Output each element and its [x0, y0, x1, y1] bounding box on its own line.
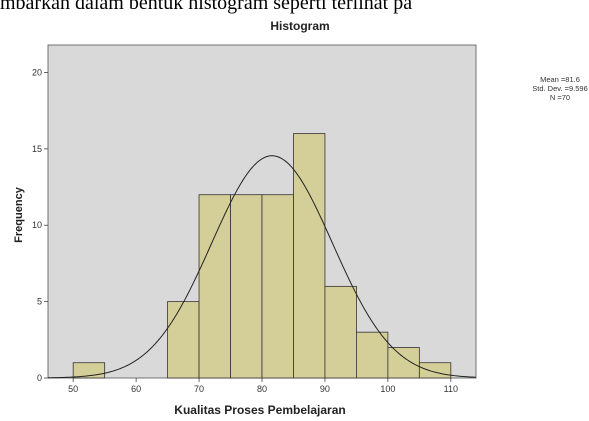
- chart-title: Histogram: [270, 19, 329, 33]
- bar: [72, 362, 106, 379]
- header-text: mbarkan dalam bentuk histogram seperti t…: [0, 0, 412, 14]
- x-axis-label: Kualitas Proses Pembelajaran: [174, 403, 345, 417]
- y-tick-label: 20: [32, 67, 42, 77]
- bar: [261, 194, 294, 379]
- bar: [324, 285, 357, 379]
- x-tick-label: 110: [444, 384, 458, 394]
- y-tick-label: 10: [32, 220, 42, 230]
- bar: [356, 331, 389, 379]
- bar: [418, 362, 452, 379]
- bar: [387, 347, 420, 379]
- x-tick-label: 60: [131, 384, 141, 394]
- bar: [198, 194, 231, 379]
- stat-std-dev: Std. Dev. =9.596: [532, 84, 588, 93]
- stat-mean: Mean =81.6: [540, 75, 580, 84]
- y-tick-label: 0: [37, 373, 42, 383]
- x-tick-label: 70: [194, 384, 204, 394]
- x-tick-label: 90: [320, 384, 330, 394]
- y-tick-label: 15: [32, 144, 42, 154]
- x-tick-label: 50: [68, 384, 78, 394]
- y-tick-label: 5: [37, 297, 42, 307]
- x-tick-label: 80: [257, 384, 267, 394]
- stat-n: N =70: [550, 93, 570, 102]
- bar: [230, 194, 263, 379]
- bar: [293, 133, 326, 379]
- y-axis-label: Frequency: [13, 186, 25, 243]
- normal-curve: [47, 155, 477, 379]
- bar: [167, 301, 200, 379]
- x-tick-label: 100: [380, 384, 395, 394]
